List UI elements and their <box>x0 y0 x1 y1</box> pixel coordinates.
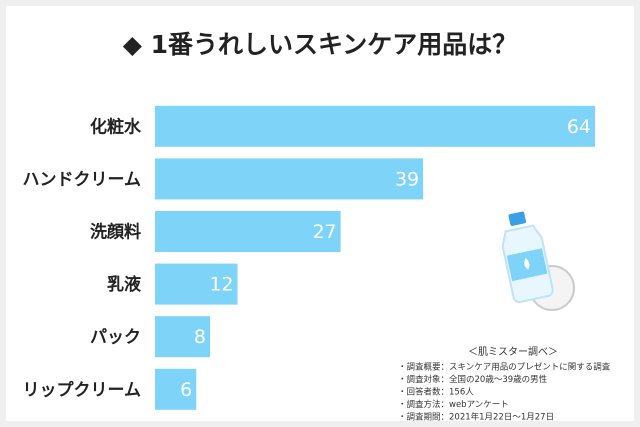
category-label: 乳液 <box>107 274 141 295</box>
note: ・調査概要：スキンケア用品のプレゼントに関する調査 <box>398 362 611 373</box>
value-label: 39 <box>395 168 419 190</box>
source: ＜肌ミスター調べ＞ <box>468 345 558 358</box>
note: ・回答者数：156人 <box>398 387 474 398</box>
note: ・調査期間：2021年1月22日～1月27日 <box>398 412 554 423</box>
category-label: パック <box>90 328 141 348</box>
category-label: リップクリーム <box>23 379 142 400</box>
value-label: 64 <box>567 116 591 138</box>
chart-title: ◆ 1番うれしいスキンケア用品は？ <box>123 30 518 59</box>
bar <box>155 211 341 252</box>
bar <box>155 263 238 305</box>
value-label: 27 <box>312 221 336 243</box>
bottle-illustration <box>501 211 575 311</box>
value-label: 12 <box>209 274 233 296</box>
category-label: 化粧水 <box>90 116 142 137</box>
value-label: 8 <box>194 326 206 348</box>
bar <box>155 105 595 147</box>
category-label: ハンドクリーム <box>23 170 142 190</box>
category-label: 洗顔料 <box>90 222 141 243</box>
note: ・調査対象：全国の20歳～39歳の男性 <box>398 374 548 385</box>
bar <box>155 316 210 358</box>
bar <box>155 368 197 410</box>
bar <box>155 158 424 200</box>
value-label: 6 <box>180 379 192 401</box>
note: ・調査方法：webアンケート <box>398 399 509 410</box>
